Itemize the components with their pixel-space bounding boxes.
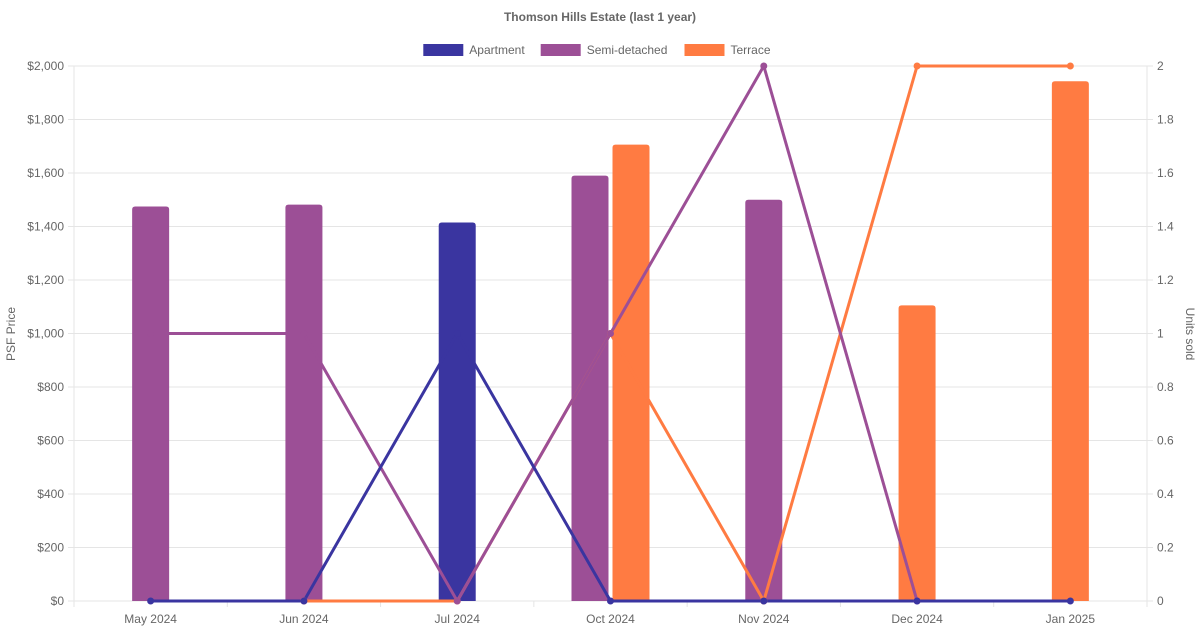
x-tick-label: Oct 2024 [586, 612, 635, 626]
y-tick-label: $400 [37, 487, 64, 501]
bar-terrace [1051, 81, 1089, 601]
bar-semi-detached [285, 204, 323, 601]
point-apartment [1066, 597, 1074, 605]
x-tick-label: Jan 2025 [1046, 612, 1096, 626]
legend-label-apartment: Apartment [469, 43, 525, 57]
point-semi-detached [453, 597, 461, 605]
chart-title: Thomson Hills Estate (last 1 year) [504, 10, 696, 24]
bar-semi-detached [132, 206, 170, 601]
point-semi-detached [147, 330, 155, 337]
y-tick-label: $200 [37, 541, 64, 555]
legend-label-terrace: Terrace [731, 43, 771, 57]
y2-axis-label: Units sold [1183, 308, 1197, 361]
point-apartment [607, 597, 614, 605]
x-axis-ticks: May 2024 Jun 2024 Jul 2024 Oct 2024 Nov 2024… [124, 612, 1095, 626]
point-apartment [300, 597, 308, 605]
y2-tick-label: 0.6 [1157, 434, 1174, 448]
y2-tick-label: 0.4 [1157, 487, 1174, 501]
point-semi-detached [300, 330, 308, 337]
bar-terrace [898, 305, 936, 601]
point-terrace [913, 62, 921, 70]
bar-semi-detached [571, 175, 609, 602]
y2-tick-label: 0 [1157, 594, 1164, 608]
legend: Apartment Semi-detached Terrace [423, 43, 771, 57]
y-tick-label: $800 [37, 380, 64, 394]
y2-tick-label: 0.8 [1157, 380, 1174, 394]
y2-tick-label: 1.8 [1157, 113, 1174, 127]
bars [132, 81, 1089, 602]
gridlines [68, 65, 1153, 607]
point-apartment [453, 330, 461, 337]
y-tick-label: $1,600 [27, 166, 64, 180]
point-terrace [1066, 62, 1074, 70]
y2-tick-label: 1.4 [1157, 220, 1174, 234]
x-tick-label: Jul 2024 [435, 612, 481, 626]
x-tick-label: Dec 2024 [891, 612, 943, 626]
x-tick-label: Jun 2024 [279, 612, 329, 626]
legend-swatch-semi-detached [540, 44, 581, 56]
y2-tick-label: 0.2 [1157, 541, 1174, 555]
x-tick-label: Nov 2024 [738, 612, 790, 626]
y-tick-label: $1,400 [27, 220, 64, 234]
y2-axis-ticks: 0 0.2 0.4 0.6 0.8 1 1.2 1.4 1.6 1.8 2 [1157, 59, 1174, 608]
y2-tick-label: 2 [1157, 59, 1164, 73]
y-tick-label: $0 [51, 594, 65, 608]
legend-label-semi-detached: Semi-detached [587, 43, 668, 57]
point-apartment [147, 597, 155, 605]
y2-tick-label: 1.6 [1157, 166, 1174, 180]
bar-terrace [612, 144, 650, 601]
y-axis-label: PSF Price [4, 307, 18, 361]
y-tick-label: $600 [37, 434, 64, 448]
y-tick-label: $2,000 [27, 59, 64, 73]
bar-semi-detached [745, 199, 783, 601]
bar-apartment [438, 222, 476, 602]
y2-tick-label: 1 [1157, 327, 1164, 341]
y-tick-label: $1,800 [27, 113, 64, 127]
y2-tick-label: 1.2 [1157, 273, 1174, 287]
y-tick-label: $1,200 [27, 273, 64, 287]
point-semi-detached [760, 62, 768, 70]
x-tick-label: May 2024 [124, 612, 177, 626]
point-apartment [760, 597, 768, 605]
point-apartment [913, 597, 921, 605]
line-terrace [303, 64, 1071, 603]
legend-swatch-apartment [423, 44, 464, 56]
series-points [147, 62, 1074, 605]
y-axis-ticks: $0 $200 $400 $600 $800 $1,000 $1,200 $1,400 $1,6… [27, 59, 64, 608]
point-semi-detached [607, 330, 614, 337]
y-tick-label: $1,000 [27, 327, 64, 341]
legend-swatch-terrace [684, 44, 725, 56]
